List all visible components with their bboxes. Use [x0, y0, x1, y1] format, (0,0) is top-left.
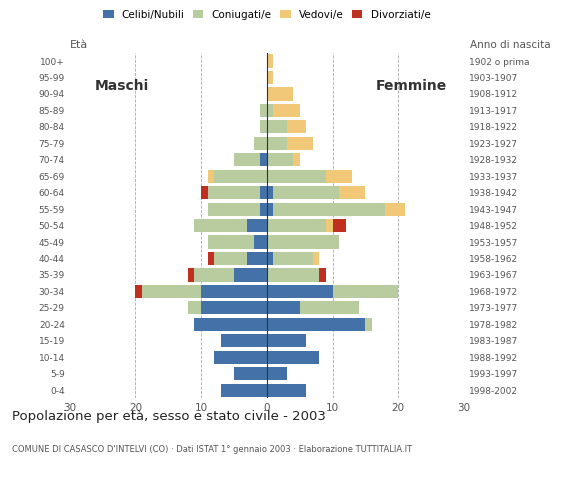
Bar	[267, 203, 273, 216]
Text: Popolazione per età, sesso e stato civile - 2003: Popolazione per età, sesso e stato civil…	[12, 410, 325, 423]
Bar	[326, 169, 352, 183]
Bar	[267, 268, 320, 282]
Bar	[320, 268, 326, 282]
Bar	[214, 169, 267, 183]
Bar	[214, 252, 247, 265]
Bar	[214, 351, 267, 364]
Bar	[332, 285, 398, 298]
Bar	[313, 252, 320, 265]
Bar	[267, 104, 273, 117]
Bar	[208, 236, 253, 249]
Bar	[267, 236, 339, 249]
Bar	[267, 54, 273, 68]
Text: Anno di nascita: Anno di nascita	[470, 40, 550, 50]
Legend: Celibi/Nubili, Coniugati/e, Vedovi/e, Divorziati/e: Celibi/Nubili, Coniugati/e, Vedovi/e, Di…	[101, 8, 433, 22]
Bar	[201, 186, 208, 199]
Bar	[267, 87, 293, 100]
Bar	[267, 71, 273, 84]
Bar	[208, 186, 260, 199]
Text: Maschi: Maschi	[95, 79, 149, 93]
Bar	[267, 186, 273, 199]
Bar	[267, 334, 306, 348]
Bar	[365, 318, 372, 331]
Bar	[247, 219, 267, 232]
Bar	[267, 285, 332, 298]
Bar	[253, 236, 267, 249]
Bar	[332, 219, 346, 232]
Bar	[208, 203, 260, 216]
Bar	[293, 153, 300, 167]
Bar	[267, 169, 326, 183]
Bar	[267, 137, 287, 150]
Bar	[267, 367, 287, 380]
Bar	[260, 120, 267, 133]
Bar	[208, 169, 214, 183]
Bar	[194, 318, 267, 331]
Bar	[247, 252, 267, 265]
Bar	[267, 318, 365, 331]
Bar	[267, 384, 306, 397]
Bar	[188, 301, 201, 314]
Bar	[253, 137, 267, 150]
Bar	[267, 153, 293, 167]
Bar	[201, 285, 267, 298]
Bar	[208, 252, 214, 265]
Bar	[260, 186, 267, 199]
Bar	[300, 301, 359, 314]
Bar	[287, 120, 306, 133]
Bar	[135, 285, 142, 298]
Bar	[234, 268, 267, 282]
Bar	[188, 268, 194, 282]
Bar	[326, 219, 332, 232]
Bar	[385, 203, 405, 216]
Bar	[267, 252, 273, 265]
Bar	[260, 153, 267, 167]
Bar	[221, 334, 267, 348]
Bar	[234, 153, 260, 167]
Bar	[194, 219, 247, 232]
Bar	[273, 186, 339, 199]
Bar	[221, 384, 267, 397]
Text: Femmine: Femmine	[376, 79, 447, 93]
Bar	[287, 137, 313, 150]
Text: COMUNE DI CASASCO D'INTELVI (CO) · Dati ISTAT 1° gennaio 2003 · Elaborazione TUT: COMUNE DI CASASCO D'INTELVI (CO) · Dati …	[12, 445, 412, 455]
Bar	[260, 104, 267, 117]
Bar	[142, 285, 201, 298]
Bar	[273, 252, 313, 265]
Bar	[273, 203, 385, 216]
Text: Età: Età	[70, 39, 88, 49]
Bar	[194, 268, 234, 282]
Bar	[267, 351, 320, 364]
Bar	[267, 219, 326, 232]
Bar	[234, 367, 267, 380]
Bar	[201, 301, 267, 314]
Bar	[273, 104, 300, 117]
Bar	[339, 186, 365, 199]
Bar	[267, 301, 300, 314]
Bar	[260, 203, 267, 216]
Bar	[267, 120, 287, 133]
